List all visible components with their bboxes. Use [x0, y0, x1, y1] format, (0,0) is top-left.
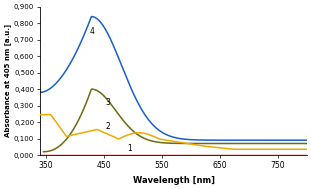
Text: 4: 4 [90, 27, 95, 36]
Text: 1: 1 [127, 144, 132, 153]
Text: 3: 3 [105, 98, 110, 107]
X-axis label: Wavelength [nm]: Wavelength [nm] [132, 176, 215, 185]
Text: 2: 2 [105, 122, 110, 131]
Y-axis label: Absorbance at 405 nm [a.u.]: Absorbance at 405 nm [a.u.] [4, 24, 11, 137]
